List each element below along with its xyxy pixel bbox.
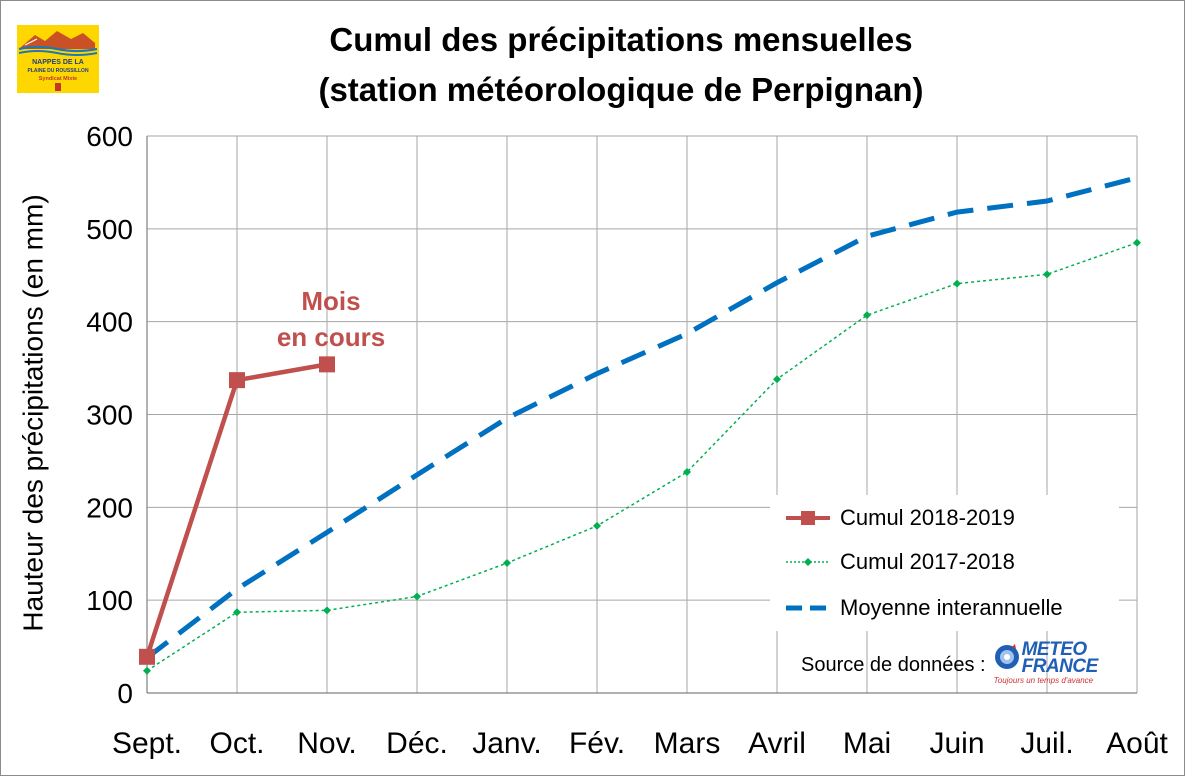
legend-swatch-average (786, 605, 830, 611)
x-tick-label: Sept. (112, 727, 182, 760)
data-point-2018-2019 (139, 648, 155, 665)
legend: Cumul 2018-2019 Cumul 2017-2018 Moyenne … (770, 495, 1119, 631)
data-point-2017-2018 (413, 592, 421, 601)
x-tick-label: Juil. (1020, 727, 1073, 760)
chart-subtitle: (station météorologique de Perpignan) (318, 71, 924, 108)
x-tick-label: Janv. (472, 727, 541, 760)
x-tick-label: Fév. (569, 727, 625, 760)
chart-title: Cumul des précipitations mensuelles (329, 21, 913, 58)
data-point-2017-2018 (683, 468, 691, 477)
x-tick-label: Avril (748, 727, 806, 760)
y-tick-label: 200 (86, 492, 133, 523)
data-point-2017-2018 (593, 521, 601, 530)
x-tick-label: Mai (843, 727, 891, 760)
legend-label-2018-2019: Cumul 2018-2019 (840, 505, 1015, 530)
series-line-average (145, 175, 1138, 660)
series (139, 175, 1141, 675)
legend-swatch-2018-2019 (786, 511, 830, 525)
x-tick-label: Juin (929, 727, 984, 760)
data-point-2018-2019 (319, 356, 335, 373)
series-line-2017-2018 (146, 242, 1138, 672)
logo-line-3: Syndicat Mixte (39, 76, 78, 82)
x-tick-label: Août (1106, 727, 1168, 760)
legend-item-2018-2019: Cumul 2018-2019 (784, 503, 1015, 533)
current-month-annotation: Mois en cours (261, 283, 401, 355)
x-tick-label: Oct. (209, 727, 264, 760)
logo-line-1: NAPPES DE LA (32, 59, 84, 66)
annotation-line-1: Mois (301, 286, 361, 316)
data-point-2017-2018 (773, 375, 781, 384)
data-point-2017-2018 (953, 279, 961, 288)
meteo-wordmark: METEO FRANCE (1021, 639, 1099, 677)
syndicate-logo: NAPPES DE LA PLAINE DU ROUSSILLON Syndic… (17, 25, 99, 93)
data-source: Source de données : METEO FRANCE Toujour… (801, 639, 1106, 689)
data-point-2017-2018 (1133, 238, 1141, 247)
legend-swatch-2017-2018 (786, 558, 830, 566)
legend-label-average: Moyenne interannuelle (840, 595, 1063, 620)
data-point-2017-2018 (233, 608, 241, 617)
meteo-france-logo: METEO FRANCE Toujours un temps d'avance (993, 639, 1106, 689)
legend-label-2017-2018: Cumul 2017-2018 (840, 549, 1015, 574)
source-label: Source de données : (801, 653, 986, 676)
y-tick-label: 0 (117, 678, 133, 709)
meteo-globe-icon (994, 644, 1019, 669)
y-tick-label: 400 (86, 307, 133, 338)
x-tick-label: Déc. (386, 727, 448, 760)
annotation-line-2: en cours (276, 322, 386, 352)
y-tick-label: 600 (86, 121, 133, 152)
x-tick-label: Nov. (297, 727, 356, 760)
data-point-2017-2018 (323, 606, 331, 615)
data-point-2017-2018 (503, 559, 511, 568)
data-point-2017-2018 (863, 311, 871, 320)
tick-labels: 0 100 200 300 400 500 600 Sept. Oct. Nov. Déc. Janv… (86, 121, 1168, 760)
legend-item-average: Moyenne interannuelle (784, 593, 1063, 623)
data-point-2017-2018 (143, 666, 151, 675)
y-tick-label: 100 (86, 585, 133, 616)
meteo-word-1: METEO (1021, 639, 1088, 660)
data-point-2017-2018 (1043, 270, 1051, 279)
meteo-word-2: FRANCE (1021, 656, 1099, 677)
x-tick-label: Mars (654, 727, 721, 760)
meteo-tagline: Toujours un temps d'avance (993, 676, 1094, 685)
y-tick-label: 300 (86, 400, 133, 431)
logo-line-2: PLAINE DU ROUSSILLON (27, 68, 89, 74)
legend-item-2017-2018: Cumul 2017-2018 (784, 547, 1015, 577)
data-point-2018-2019 (229, 372, 245, 389)
y-tick-label: 500 (86, 214, 133, 245)
